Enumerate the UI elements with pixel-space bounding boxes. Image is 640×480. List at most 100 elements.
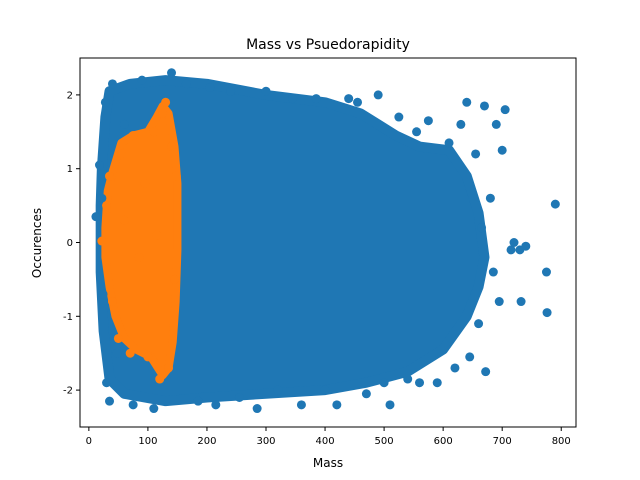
orange-data-point [105, 171, 115, 181]
y-tick-label: 1 [67, 164, 73, 175]
blue-data-point [412, 127, 422, 137]
blue-data-point [465, 352, 475, 362]
blue-data-point [497, 145, 507, 155]
blue-data-point [102, 378, 112, 388]
blue-data-point [379, 378, 389, 388]
blue-data-point [288, 94, 298, 104]
blue-data-point [344, 94, 354, 104]
blue-data-point [234, 392, 244, 402]
blue-data-point [516, 297, 526, 307]
data-points [91, 68, 560, 414]
blue-data-point [394, 112, 404, 122]
x-tick-label: 300 [256, 436, 275, 447]
orange-data-point [140, 178, 150, 188]
x-tick-label: 500 [375, 436, 394, 447]
y-axis-label: Occurences [30, 208, 44, 278]
blue-data-point [474, 319, 484, 329]
blue-data-point [481, 367, 491, 377]
orange-data-point [102, 201, 112, 211]
blue-data-point [353, 97, 363, 107]
orange-data-point [167, 142, 177, 152]
x-tick-label: 400 [316, 436, 335, 447]
blue-data-point [112, 348, 122, 358]
blue-data-point [462, 97, 472, 107]
orange-data-point [152, 230, 162, 240]
x-axis-label: Mass [313, 456, 343, 470]
blue-data-point [226, 86, 236, 96]
y-axis-ticks: -2 -1 0 1 2 [63, 90, 80, 397]
orange-data-point [116, 149, 126, 159]
blue-point-cloud [95, 75, 490, 407]
blue-data-point [296, 400, 306, 410]
orange-data-point [158, 108, 168, 118]
blue-data-point [128, 400, 138, 410]
orange-data-point [164, 363, 174, 373]
blue-data-point [320, 385, 330, 395]
blue-data-point [541, 267, 551, 277]
blue-data-point [509, 238, 519, 247]
orange-data-point [155, 374, 165, 384]
blue-data-point [550, 199, 560, 209]
orange-data-point [149, 127, 159, 137]
orange-data-point [119, 215, 129, 225]
blue-data-point [119, 119, 129, 129]
x-tick-label: 700 [493, 436, 512, 447]
blue-data-point [494, 297, 504, 307]
x-tick-label: 200 [197, 436, 216, 447]
blue-data-point [403, 374, 413, 384]
y-tick-label: 0 [67, 238, 73, 249]
blue-data-point [205, 83, 215, 93]
blue-data-point [98, 289, 108, 299]
orange-data-point [161, 97, 171, 107]
blue-data-point [100, 97, 110, 107]
chart-title: Mass vs Psuedorapidity [246, 37, 410, 53]
y-tick-label: -1 [63, 312, 73, 323]
blue-data-point [456, 119, 466, 129]
orange-data-point [113, 333, 123, 343]
x-axis-ticks: 0 100 200 300 400 500 600 700 800 [86, 427, 571, 447]
blue-data-point [91, 212, 101, 222]
blue-data-point [193, 396, 203, 406]
blue-data-point [94, 160, 104, 170]
blue-data-point [252, 404, 262, 414]
x-tick-label: 800 [552, 436, 571, 447]
blue-data-point [181, 79, 191, 89]
blue-data-point [211, 400, 221, 410]
blue-data-point [385, 400, 395, 410]
orange-data-point [107, 297, 117, 307]
blue-data-point [423, 116, 433, 126]
blue-data-point [149, 404, 159, 414]
orange-data-point [97, 236, 107, 246]
blue-data-point [471, 149, 481, 159]
blue-data-point [479, 101, 489, 111]
blue-data-point [432, 378, 442, 388]
orange-data-point [134, 252, 144, 262]
orange-data-point [143, 352, 153, 362]
blue-data-point [167, 68, 177, 78]
orange-data-point [169, 274, 179, 284]
dense-clouds [95, 75, 490, 407]
y-tick-label: 2 [67, 90, 73, 101]
blue-data-point [107, 79, 117, 89]
blue-data-point [477, 223, 487, 233]
blue-data-point [332, 400, 342, 410]
blue-data-point [261, 86, 271, 96]
blue-data-point [444, 138, 454, 148]
blue-data-point [361, 389, 371, 399]
blue-data-point [137, 75, 147, 85]
blue-data-point [311, 94, 321, 104]
blue-data-point [373, 90, 383, 100]
blue-data-point [105, 396, 115, 406]
x-tick-label: 0 [86, 436, 92, 447]
x-tick-label: 600 [434, 436, 453, 447]
orange-data-point [125, 348, 135, 358]
y-tick-label: -2 [63, 386, 73, 397]
blue-data-point [500, 105, 510, 115]
orange-point-cloud [101, 101, 182, 380]
blue-data-point [521, 241, 531, 251]
blue-data-point [542, 308, 552, 318]
blue-data-point [506, 245, 516, 255]
blue-data-point [485, 193, 495, 203]
blue-data-point [97, 193, 107, 203]
